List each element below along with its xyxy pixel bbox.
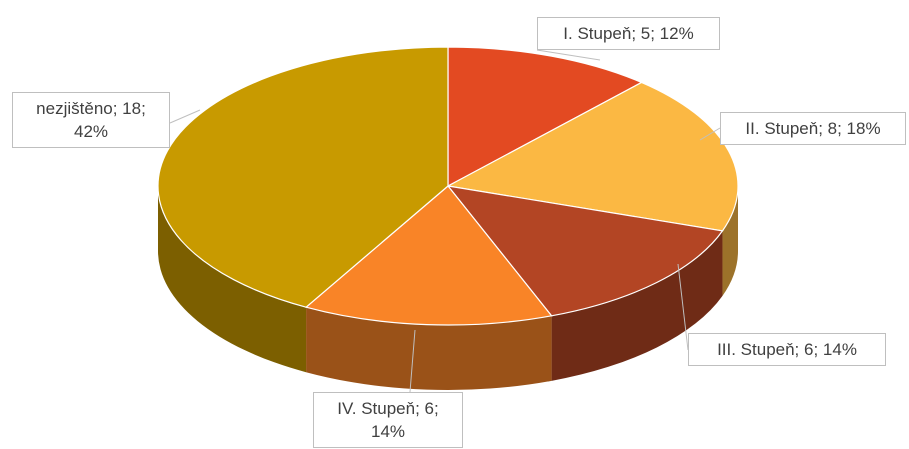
leader-lines — [169, 49, 721, 393]
pie-tops — [157, 46, 739, 326]
leader-line — [169, 109, 201, 124]
pie-wall — [722, 186, 738, 296]
pie-slice — [157, 46, 449, 308]
pie-slice — [447, 46, 643, 188]
data-label: nezjištěno; 18; 42% — [12, 92, 170, 148]
leader-line — [536, 49, 601, 61]
pie-slice — [446, 81, 739, 232]
pie-slice — [304, 185, 553, 326]
data-label: III. Stupeň; 6; 14% — [688, 333, 886, 366]
leader-line — [677, 263, 689, 351]
data-label: I. Stupeň; 5; 12% — [537, 17, 720, 50]
pie-wall — [551, 230, 723, 381]
pie-slice — [446, 185, 724, 317]
leader-line — [699, 127, 721, 141]
data-label: II. Stupeň; 8; 18% — [720, 112, 906, 145]
pie-wall — [306, 307, 552, 391]
data-label: IV. Stupeň; 6; 14% — [313, 392, 463, 448]
leader-line — [409, 329, 416, 393]
